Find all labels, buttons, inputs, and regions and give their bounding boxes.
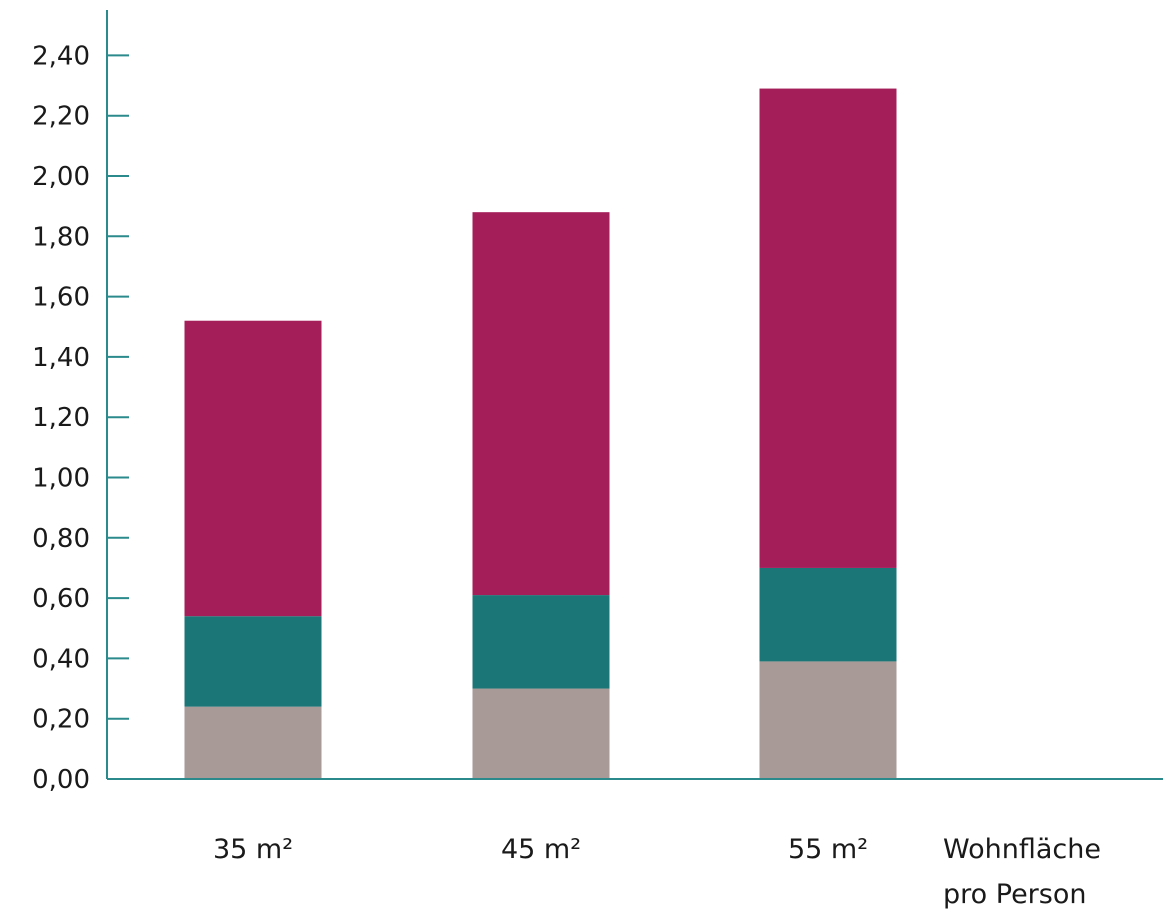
bar-segment bbox=[472, 688, 610, 779]
bar-segment bbox=[759, 88, 897, 568]
y-tick-label: 1,20 bbox=[32, 403, 90, 433]
y-tick-label: 2,20 bbox=[32, 102, 90, 132]
y-tick-label: 2,00 bbox=[32, 162, 90, 192]
y-tick-label: 0,20 bbox=[32, 705, 90, 735]
x-axis-title: Wohnfläche pro Person bbox=[943, 834, 1110, 910]
bar-segment bbox=[184, 616, 322, 707]
bar-segment bbox=[472, 212, 610, 596]
y-tick-label: 0,80 bbox=[32, 524, 90, 554]
bar-segment bbox=[759, 567, 897, 662]
x-category-label: 35 m² bbox=[213, 834, 293, 865]
x-labels-group: 35 m² 45 m² 55 m² bbox=[213, 834, 868, 865]
axes-group bbox=[106, 10, 1163, 780]
y-ticks-group: 0,00 0,20 0,40 0,60 0,80 1,00 1,20 1,40 1,60 1,80… bbox=[32, 41, 129, 795]
y-tick-label: 0,40 bbox=[32, 644, 90, 674]
bar-segment bbox=[759, 661, 897, 779]
bars-group bbox=[184, 88, 897, 779]
y-tick-label: 1,40 bbox=[32, 343, 90, 373]
bar-segment bbox=[184, 320, 322, 617]
bar-segment bbox=[184, 706, 322, 779]
x-category-label: 45 m² bbox=[501, 834, 581, 865]
y-tick-label: 0,00 bbox=[32, 765, 90, 795]
y-tick-label: 1,80 bbox=[32, 222, 90, 252]
bar-segment bbox=[472, 595, 610, 689]
x-category-label: 55 m² bbox=[788, 834, 868, 865]
x-axis-title-line-1: Wohnfläche bbox=[943, 834, 1101, 865]
y-tick-label: 2,40 bbox=[32, 41, 90, 71]
x-axis-title-line-2: pro Person bbox=[943, 879, 1086, 910]
y-tick-label: 1,60 bbox=[32, 283, 90, 313]
y-tick-label: 1,00 bbox=[32, 464, 90, 494]
y-tick-label: 0,60 bbox=[32, 584, 90, 614]
